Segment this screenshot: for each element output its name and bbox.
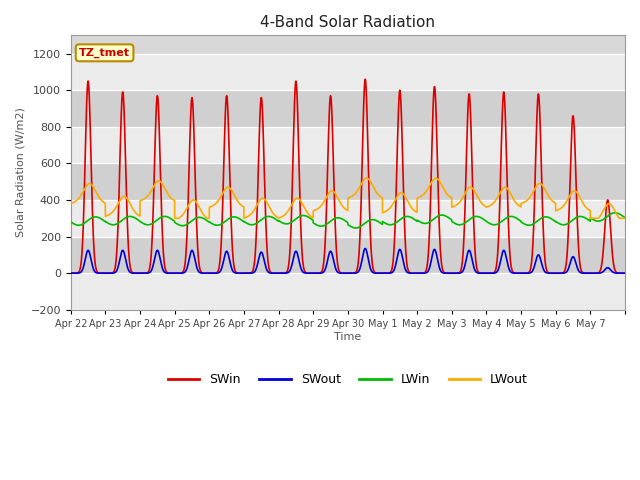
SWout	[362, 246, 369, 252]
LWout	[67, 201, 75, 206]
SWin	[362, 76, 369, 82]
SWout	[67, 270, 75, 276]
SWin	[436, 248, 444, 253]
SWin	[67, 270, 75, 276]
LWout	[163, 188, 170, 194]
SWin	[501, 100, 509, 106]
SWin	[493, 263, 500, 268]
SWin	[163, 269, 170, 275]
LWin	[501, 216, 509, 222]
SWout	[501, 249, 509, 254]
SWout	[477, 270, 484, 276]
LWin	[426, 219, 433, 225]
LWin	[163, 214, 170, 219]
LWin	[493, 222, 500, 228]
Bar	[71, 54, 625, 90]
LWout	[436, 180, 444, 186]
Bar	[71, 90, 625, 127]
SWout	[436, 267, 444, 273]
SWout	[493, 269, 500, 275]
LWin	[67, 219, 75, 225]
Line: LWin: LWin	[71, 213, 625, 228]
SWout	[621, 270, 628, 276]
SWin	[426, 233, 433, 239]
LWin	[436, 212, 444, 218]
LWout	[493, 196, 500, 202]
LWin	[611, 210, 619, 216]
SWin	[477, 270, 484, 276]
X-axis label: Time: Time	[334, 332, 362, 342]
LWin	[352, 225, 360, 231]
LWout	[426, 183, 433, 189]
LWin	[477, 215, 484, 220]
SWout	[426, 265, 433, 271]
Bar	[71, 163, 625, 200]
SWout	[163, 270, 170, 276]
Bar	[71, 237, 625, 273]
LWout	[363, 175, 371, 181]
Y-axis label: Solar Radiation (W/m2): Solar Radiation (W/m2)	[15, 108, 25, 238]
Bar	[71, 127, 625, 163]
Line: SWout: SWout	[71, 249, 625, 273]
LWout	[501, 184, 509, 190]
Text: TZ_tmet: TZ_tmet	[79, 48, 130, 58]
Line: LWout: LWout	[71, 178, 625, 218]
Legend: SWin, SWout, LWin, LWout: SWin, SWout, LWin, LWout	[163, 368, 533, 391]
Bar	[71, 200, 625, 237]
LWout	[477, 199, 484, 204]
Title: 4-Band Solar Radiation: 4-Band Solar Radiation	[260, 15, 435, 30]
LWout	[171, 216, 179, 221]
LWout	[621, 216, 628, 221]
Bar	[71, 273, 625, 310]
SWin	[621, 270, 628, 276]
LWin	[621, 215, 628, 220]
Line: SWin: SWin	[71, 79, 625, 273]
